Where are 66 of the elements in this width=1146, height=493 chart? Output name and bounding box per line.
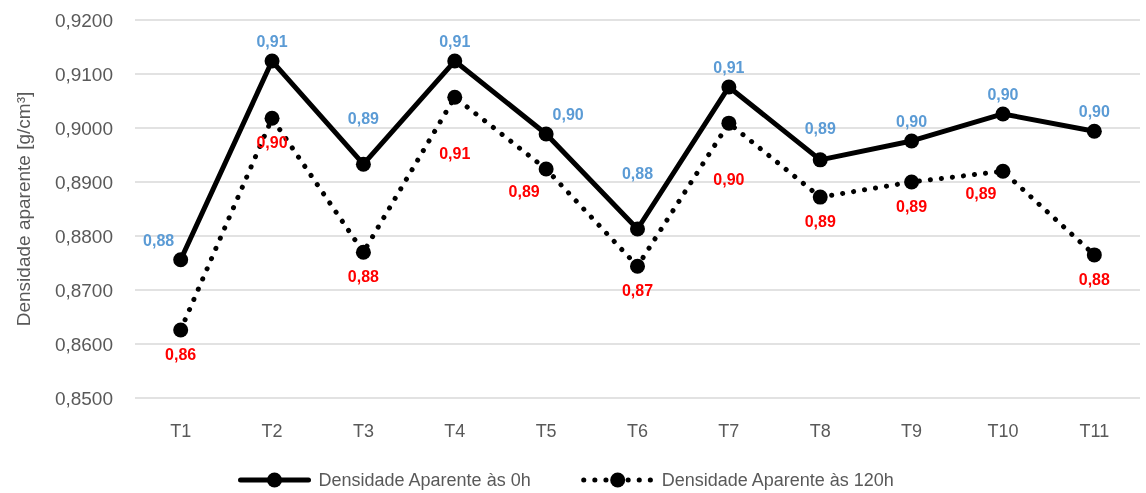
- data-label: 0,90: [987, 85, 1019, 103]
- data-label: 0,91: [256, 33, 288, 51]
- data-label: 0,91: [713, 58, 745, 76]
- point: [812, 189, 828, 205]
- point: [173, 252, 189, 268]
- data-label: 0,88: [347, 268, 380, 286]
- x-tick-label: T4: [444, 421, 466, 441]
- y-tick-label: 0,8700: [54, 279, 113, 301]
- point: [904, 133, 920, 149]
- point: [173, 322, 189, 338]
- point: [904, 174, 920, 190]
- x-tick-label: T3: [352, 421, 374, 441]
- data-label: 0,87: [621, 282, 654, 300]
- point: [538, 126, 554, 142]
- point: [538, 161, 554, 177]
- x-tick-label: T1: [170, 421, 192, 441]
- data-label: 0,89: [804, 119, 836, 137]
- point: [1086, 247, 1102, 263]
- y-tick-label: 0,9200: [54, 9, 113, 31]
- y-tick-label: 0,8800: [54, 225, 113, 247]
- legend-label: Densidade Aparente às 0h: [318, 470, 531, 491]
- data-label: 0,90: [1078, 103, 1110, 121]
- y-tick-label: 0,9100: [54, 63, 113, 85]
- data-label: 0,88: [1078, 270, 1110, 288]
- x-tick-label: T5: [535, 421, 557, 441]
- point: [264, 110, 280, 126]
- point: [447, 89, 463, 105]
- point: [264, 53, 280, 69]
- data-label: 0,89: [508, 183, 540, 201]
- point: [995, 163, 1011, 179]
- x-tick-label: T9: [901, 421, 923, 441]
- data-label: 0,91: [439, 145, 471, 163]
- data-label: 0,89: [804, 213, 836, 231]
- data-label: 0,89: [347, 110, 380, 128]
- data-label: 0,88: [143, 231, 175, 249]
- y-tick-label: 0,9000: [54, 117, 113, 139]
- point: [447, 53, 463, 69]
- point: [630, 258, 645, 274]
- x-tick-label: T6: [626, 421, 649, 441]
- point: [812, 152, 828, 168]
- point: [630, 221, 645, 237]
- point: [355, 156, 371, 172]
- point: [721, 79, 737, 95]
- x-tick-label: T10: [987, 421, 1019, 441]
- x-tick-label: T2: [261, 421, 283, 441]
- x-tick-label: T8: [809, 421, 831, 441]
- x-tick-label: T11: [1079, 421, 1110, 441]
- legend-label: Densidade Aparente às 120h: [661, 470, 894, 491]
- y-tick-label: 0,8500: [54, 387, 113, 409]
- y-axis-title: Densidade aparente [g/cm³]: [13, 91, 34, 327]
- point: [1086, 123, 1102, 139]
- point: [721, 115, 737, 131]
- data-label: 0,89: [965, 185, 997, 203]
- point: [355, 244, 371, 260]
- data-label: 0,90: [896, 112, 928, 130]
- data-label: 0,91: [439, 33, 471, 51]
- data-label: 0,86: [165, 345, 197, 363]
- y-tick-label: 0,8900: [54, 171, 113, 193]
- point: [995, 106, 1011, 122]
- data-label: 0,89: [896, 198, 928, 215]
- data-label: 0,90: [256, 134, 288, 152]
- data-label: 0,90: [552, 105, 584, 123]
- y-tick-label: 0,8600: [54, 333, 113, 355]
- x-tick-label: T7: [718, 421, 740, 441]
- data-label: 0,90: [713, 171, 745, 189]
- data-label: 0,88: [621, 164, 654, 182]
